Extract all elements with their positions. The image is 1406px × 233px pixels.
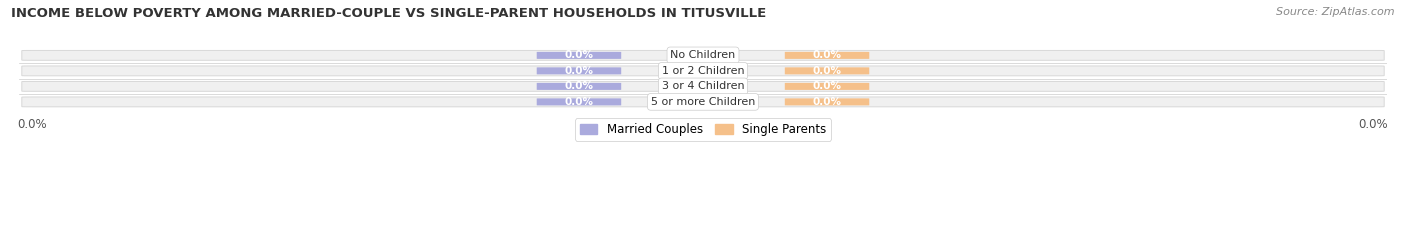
Text: 0.0%: 0.0% [813, 50, 842, 60]
Text: 0.0%: 0.0% [564, 97, 593, 107]
FancyBboxPatch shape [22, 82, 1384, 91]
Text: No Children: No Children [671, 50, 735, 60]
Text: Source: ZipAtlas.com: Source: ZipAtlas.com [1277, 7, 1395, 17]
FancyBboxPatch shape [537, 83, 621, 90]
Text: 0.0%: 0.0% [813, 66, 842, 76]
Legend: Married Couples, Single Parents: Married Couples, Single Parents [575, 118, 831, 141]
Text: 0.0%: 0.0% [564, 81, 593, 91]
Text: 0.0%: 0.0% [813, 97, 842, 107]
Text: 3 or 4 Children: 3 or 4 Children [662, 81, 744, 91]
Text: 0.0%: 0.0% [564, 50, 593, 60]
FancyBboxPatch shape [22, 66, 1384, 76]
FancyBboxPatch shape [537, 98, 621, 105]
FancyBboxPatch shape [537, 67, 621, 74]
Text: 0.0%: 0.0% [813, 81, 842, 91]
FancyBboxPatch shape [785, 52, 869, 59]
Text: 5 or more Children: 5 or more Children [651, 97, 755, 107]
FancyBboxPatch shape [537, 52, 621, 59]
FancyBboxPatch shape [785, 98, 869, 105]
FancyBboxPatch shape [22, 50, 1384, 60]
FancyBboxPatch shape [785, 83, 869, 90]
Text: 0.0%: 0.0% [564, 66, 593, 76]
Text: 1 or 2 Children: 1 or 2 Children [662, 66, 744, 76]
Text: INCOME BELOW POVERTY AMONG MARRIED-COUPLE VS SINGLE-PARENT HOUSEHOLDS IN TITUSVI: INCOME BELOW POVERTY AMONG MARRIED-COUPL… [11, 7, 766, 20]
FancyBboxPatch shape [785, 67, 869, 74]
FancyBboxPatch shape [22, 97, 1384, 107]
